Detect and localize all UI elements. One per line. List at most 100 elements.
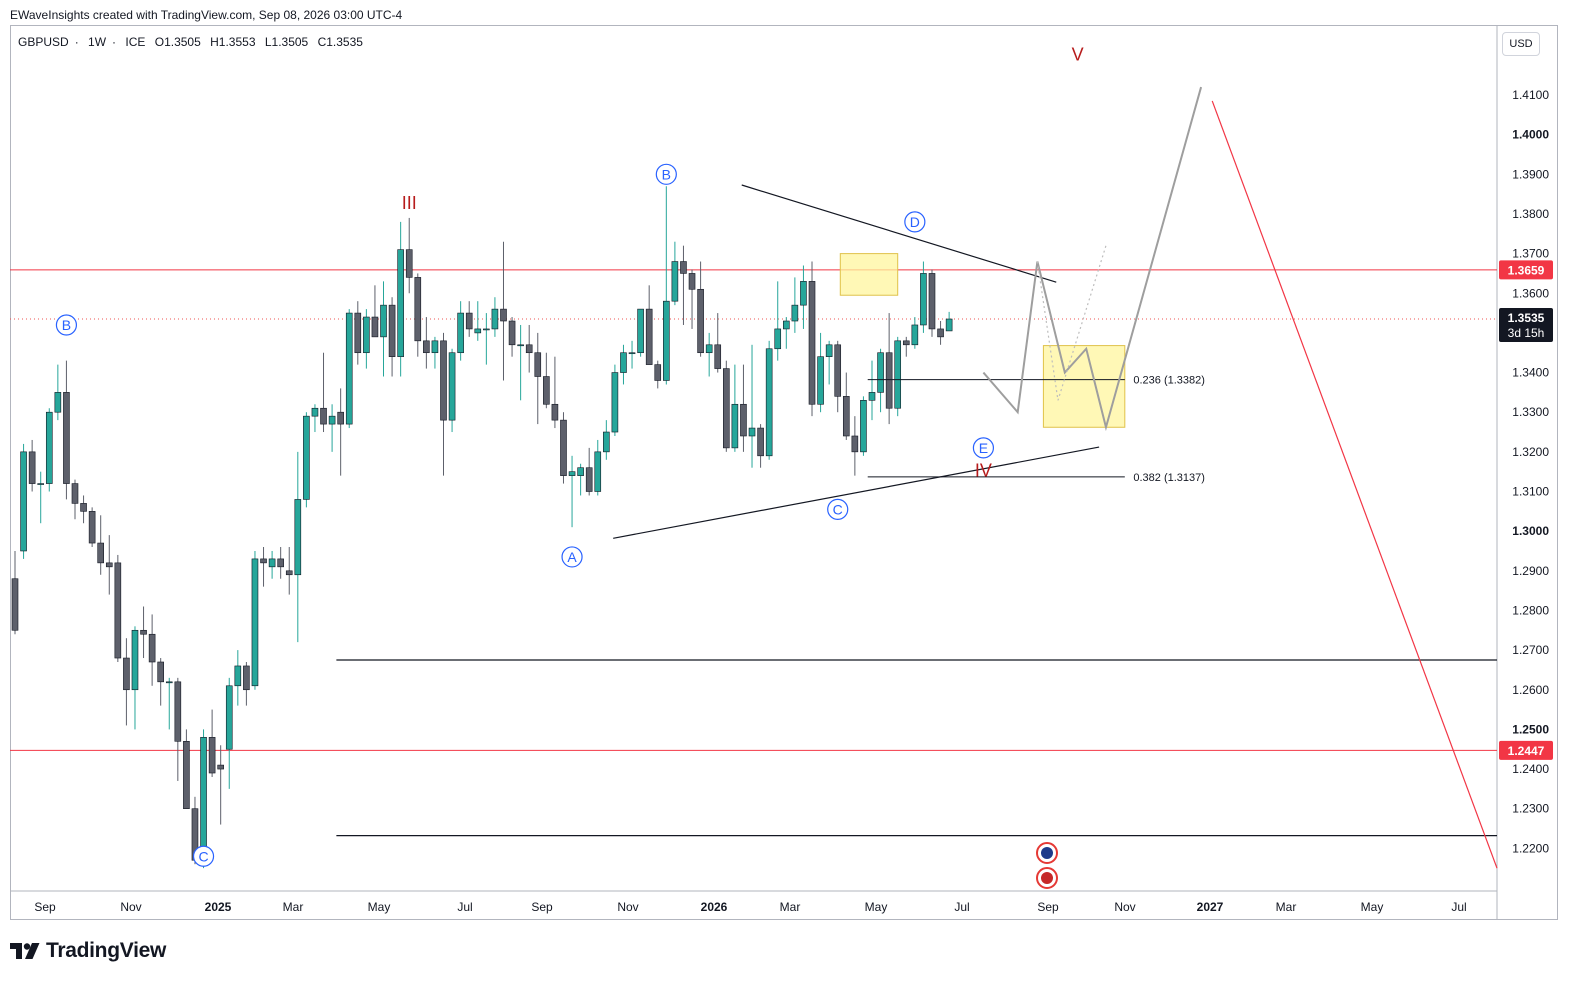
price-tick-label: 1.3300 [1512,405,1549,419]
candle-body [165,681,173,684]
price-tick-label: 1.2800 [1512,603,1549,617]
price-axis-ticks[interactable]: 1.4100 1.4000 1.3900 1.3800 1.3700 1.3600 1.34… [1512,88,1549,855]
candle-body [851,435,859,453]
horizontal-levels [10,269,1497,837]
time-tick-label: Sep [1037,900,1059,914]
price-tick-label: 1.3800 [1512,207,1549,221]
candle-body [517,344,524,347]
symbol-exchange: ICE [125,35,146,49]
candle-body [474,328,482,334]
candle-body [697,288,704,354]
candle-body [740,403,747,437]
time-tick-label: Jul [1451,900,1466,914]
candle-body [902,340,910,346]
candle-body [491,308,499,330]
candle-body [774,328,782,350]
candle-body [448,352,456,421]
candle-body [200,737,207,861]
event-flags[interactable] [1036,842,1058,889]
candle-body [20,451,27,552]
candle-body [28,451,36,484]
candle-body [611,372,619,433]
ohlc-high: H1.3553 [210,35,256,49]
wave-label-c: C [833,501,843,517]
currency-button[interactable]: USD [1502,32,1540,56]
candle-body [500,308,507,322]
candle-body [440,340,447,421]
chart-left-border [10,25,11,920]
triangle-lower-trendline [613,446,1100,539]
candle-body [157,661,164,683]
price-tick-label: 1.3200 [1512,445,1549,459]
candle-body [423,340,430,354]
candle-body [594,451,602,492]
time-tick-label: 2025 [205,900,232,914]
wave-labels-group: B C III A B C D E IV V [55,44,1084,867]
event-flag-fill [1041,847,1053,859]
candle-body [311,407,319,417]
fib-level-label: 0.236 (1.3382) [1133,375,1205,387]
candle-body [680,261,687,274]
wave-label-c: C [198,848,208,864]
candle-body [354,312,362,354]
candle-body [80,503,87,512]
candle-body [260,558,267,564]
candle-body [543,376,550,405]
wave-label-a: A [567,549,577,565]
candle-body [371,316,379,338]
alternate-projection-path [1036,245,1107,401]
symbol-legend[interactable]: GBPUSD · 1W · ICE O1.3505 H1.3553 L1.3505 … [18,35,363,49]
candle-body [654,364,662,381]
candle-body [671,261,679,302]
candle-body [414,277,422,342]
tradingview-logo[interactable]: TradingView [10,939,166,963]
price-label-value: 1.3535 [1508,311,1545,325]
candle-body [911,324,919,346]
candle-body [560,419,567,476]
candle-body [534,352,542,377]
chart-top-border [10,25,1558,26]
price-tick-label: 1.2200 [1512,841,1549,855]
candle-body [388,304,396,357]
candle-body [525,344,533,354]
candle-body [894,340,902,409]
target-zones [839,253,1126,428]
time-tick-label: Nov [1114,900,1135,914]
price-label-box [1499,740,1553,760]
candle-body [791,304,799,322]
price-tick-label: 1.3000 [1512,524,1549,538]
wave-label-b: B [662,166,671,182]
time-tick-label: Mar [1276,900,1297,914]
tradingview-logo-icon [10,943,40,959]
candle-body [868,392,876,401]
triangle-upper-trendline [741,184,1057,283]
price-tick-label: 1.3700 [1512,247,1549,261]
candle-body [731,403,739,449]
candle-body [568,471,576,476]
price-label-countdown: 3d 15h [1508,326,1545,340]
wave-label-b: B [62,317,71,333]
candle-body [877,352,884,393]
time-axis-ticks[interactable]: Sep Nov 2025 Mar May Jul Sep Nov 2026 Mar May Jul Se… [34,900,1466,914]
candle-body [11,578,19,631]
price-tick-label: 1.2400 [1512,762,1549,776]
candle-body [268,558,276,568]
candle-body [294,499,302,576]
time-tick-label: Nov [617,900,638,914]
candle-body [765,348,773,457]
candle-body [577,467,584,476]
candles-group [11,186,953,869]
candle-body [782,320,790,330]
time-tick-label: Jul [457,900,472,914]
ohlc-open: O1.3505 [154,35,201,49]
candle-body [860,400,867,453]
wave-e-target-zone [1042,345,1126,428]
candle-body [345,312,353,425]
symbol-pair[interactable]: GBPUSD [18,35,69,49]
time-tick-label: Mar [780,900,801,914]
symbol-interval[interactable]: 1W [88,35,107,49]
price-tick-label: 1.2700 [1512,643,1549,657]
candle-body [431,340,439,354]
candle-body [645,308,653,365]
